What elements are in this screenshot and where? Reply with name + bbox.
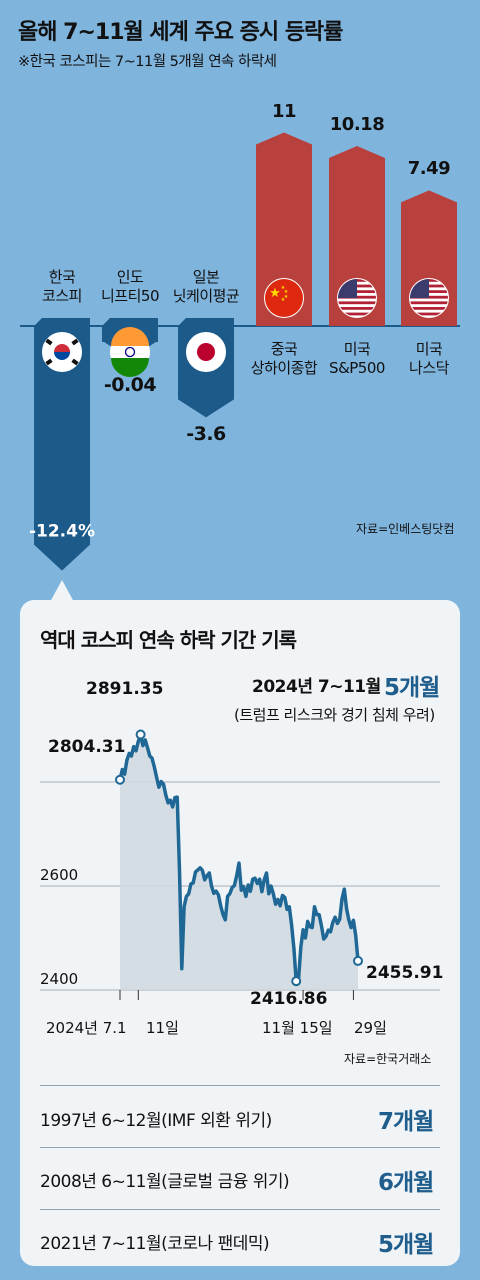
japan-flag-icon bbox=[186, 332, 226, 372]
highlight-value: 5개월 bbox=[384, 675, 440, 701]
bar-value-label: 7.49 bbox=[407, 158, 451, 180]
highlight-period: 2024년 7~11월 bbox=[252, 677, 381, 697]
highlight-note: (트럼프 리스크와 경기 침체 우려) bbox=[234, 706, 435, 724]
record-period: 2021년 7~11월(코로나 팬데믹) bbox=[40, 1234, 270, 1254]
stripe bbox=[338, 307, 376, 310]
india-flag-icon bbox=[110, 327, 150, 377]
trigram bbox=[71, 358, 79, 366]
divider bbox=[40, 1085, 440, 1086]
red-field bbox=[265, 279, 303, 317]
category-label: 미국 S&P500 bbox=[329, 340, 385, 377]
category-label: 미국 나스닥 bbox=[409, 340, 449, 377]
market-source: 자료=인베스팅닷컴 bbox=[356, 522, 455, 536]
stripe bbox=[410, 307, 448, 310]
market-bar-chart: -12.4% ★ ★★★★ bbox=[20, 132, 460, 571]
data-label: 2804.31 bbox=[48, 737, 125, 757]
point-marker bbox=[291, 976, 302, 987]
big-star: ★ bbox=[269, 286, 281, 301]
record-value: 6개월 bbox=[378, 1170, 434, 1196]
divider bbox=[40, 1209, 440, 1210]
point-marker bbox=[353, 955, 363, 966]
data-label: 2455.91 bbox=[366, 963, 443, 983]
kospi-panel-title: 역대 코스피 연속 하락 기간 기록 bbox=[40, 628, 297, 652]
small-star: ★ bbox=[284, 294, 289, 300]
page-title: 올해 7~11월 세계 주요 증시 등락률 bbox=[18, 20, 344, 45]
record-value: 5개월 bbox=[378, 1232, 434, 1258]
panel-pointer bbox=[50, 580, 74, 602]
small-star: ★ bbox=[281, 297, 286, 303]
trigram bbox=[71, 338, 79, 346]
usa-flag-icon bbox=[337, 278, 377, 318]
trigram bbox=[45, 338, 53, 346]
record-period: 1997년 6~12월(IMF 외환 위기) bbox=[40, 1111, 272, 1131]
stripe bbox=[338, 301, 376, 305]
bar-value-label: 10.18 bbox=[329, 114, 385, 136]
category-label: 한국 코스피 bbox=[42, 268, 82, 305]
taeguk-top bbox=[54, 344, 70, 352]
point-marker bbox=[115, 774, 125, 785]
stripe bbox=[410, 312, 448, 316]
record-period: 2008년 6~11월(글로벌 금융 위기) bbox=[40, 1172, 290, 1192]
category-label: 중국 상하이종합 bbox=[250, 340, 318, 377]
bar bbox=[329, 146, 385, 326]
y-tick-label: 2600 bbox=[40, 866, 78, 884]
divider bbox=[40, 1147, 440, 1148]
saffron-band bbox=[111, 327, 149, 346]
trigram bbox=[45, 358, 53, 366]
x-tick-label: 11월 15일 bbox=[262, 1019, 333, 1037]
small-star: ★ bbox=[284, 289, 289, 295]
record-value: 7개월 bbox=[378, 1109, 434, 1135]
stripe bbox=[410, 301, 448, 305]
x-tick-label: 29일 bbox=[354, 1019, 387, 1037]
category-label: 일본 닛케이평균 bbox=[172, 268, 240, 305]
kospi-line bbox=[118, 732, 360, 983]
bar bbox=[34, 318, 90, 571]
x-tick-label: 11일 bbox=[146, 1019, 179, 1037]
kospi-line-chart: 2400 2600 2804.31 2891.35 2416.86 2455.91 2024… bbox=[40, 679, 443, 1037]
point-marker bbox=[135, 729, 146, 740]
usa-flag-icon bbox=[409, 278, 449, 318]
chakra bbox=[124, 346, 136, 358]
subtitle-note: ※한국 코스피는 7~11월 5개월 연속 하락세 bbox=[18, 54, 277, 70]
bar-value-label: -12.4% bbox=[29, 522, 95, 542]
korea-flag-icon bbox=[42, 332, 82, 372]
bar-value-label: -0.04 bbox=[103, 374, 157, 396]
x-tick-label: 2024년 7.1 bbox=[46, 1019, 127, 1037]
bar-value-label: 11 bbox=[271, 100, 297, 122]
china-flag-icon: ★ ★★★★ bbox=[264, 278, 304, 318]
bar-value-label: -3.6 bbox=[186, 423, 226, 446]
stripe bbox=[338, 312, 376, 316]
small-star: ★ bbox=[281, 285, 286, 291]
taeguk-bottom bbox=[54, 352, 70, 360]
y-tick-label: 2400 bbox=[40, 970, 78, 988]
kospi-source: 자료=한국거래소 bbox=[344, 1052, 432, 1066]
bar bbox=[256, 132, 312, 326]
green-band bbox=[111, 358, 149, 377]
sun-disc bbox=[197, 343, 215, 361]
category-label: 인도 니프티50 bbox=[101, 268, 160, 305]
data-label: 2416.86 bbox=[250, 989, 327, 1009]
data-label: 2891.35 bbox=[86, 679, 163, 699]
